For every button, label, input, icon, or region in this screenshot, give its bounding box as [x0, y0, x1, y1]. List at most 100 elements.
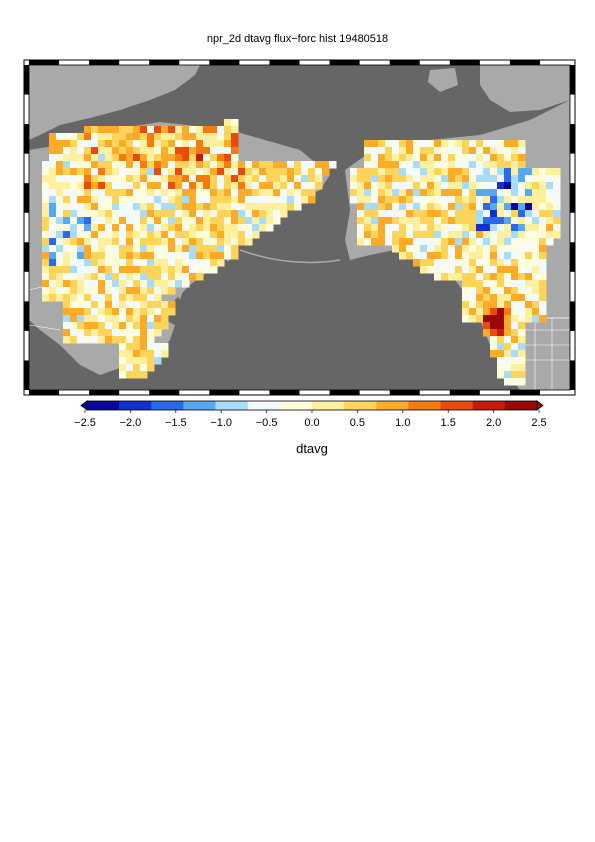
- anomaly-cell: [161, 231, 169, 239]
- anomaly-cell: [224, 196, 232, 204]
- anomaly-cell: [427, 140, 435, 148]
- anomaly-cell: [553, 231, 561, 239]
- anomaly-cell: [84, 287, 92, 295]
- anomaly-cell: [371, 231, 379, 239]
- anomaly-cell: [126, 133, 134, 141]
- anomaly-cell: [483, 322, 491, 330]
- anomaly-cell: [518, 259, 526, 267]
- anomaly-cell: [385, 147, 393, 155]
- anomaly-cell: [406, 196, 414, 204]
- anomaly-cell: [224, 189, 232, 197]
- anomaly-cell: [154, 189, 162, 197]
- anomaly-cell: [469, 266, 477, 274]
- anomaly-cell: [175, 196, 183, 204]
- anomaly-cell: [91, 308, 99, 316]
- anomaly-cell: [469, 189, 477, 197]
- anomaly-cell: [210, 196, 218, 204]
- anomaly-cell: [469, 231, 477, 239]
- anomaly-cell: [546, 175, 554, 183]
- anomaly-cell: [462, 154, 470, 162]
- anomaly-cell: [56, 294, 64, 302]
- anomaly-cell: [77, 210, 85, 218]
- anomaly-cell: [497, 182, 505, 190]
- anomaly-cell: [119, 210, 127, 218]
- anomaly-cell: [154, 266, 162, 274]
- anomaly-cell: [399, 238, 407, 246]
- anomaly-cell: [378, 175, 386, 183]
- anomaly-cell: [112, 280, 120, 288]
- anomaly-cell: [63, 175, 71, 183]
- anomaly-cell: [147, 273, 155, 281]
- anomaly-cell: [497, 252, 505, 260]
- anomaly-cell: [161, 168, 169, 176]
- anomaly-cell: [539, 259, 547, 267]
- anomaly-cell: [154, 182, 162, 190]
- anomaly-cell: [140, 357, 148, 365]
- anomaly-cell: [455, 238, 463, 246]
- anomaly-cell: [112, 133, 120, 141]
- anomaly-cell: [49, 287, 57, 295]
- anomaly-cell: [518, 238, 526, 246]
- anomaly-cell: [168, 203, 176, 211]
- anomaly-cell: [224, 238, 232, 246]
- anomaly-cell: [392, 182, 400, 190]
- anomaly-cell: [490, 147, 498, 155]
- anomaly-cell: [399, 231, 407, 239]
- anomaly-cell: [462, 196, 470, 204]
- anomaly-cell: [105, 259, 113, 267]
- anomaly-cell: [287, 168, 295, 176]
- anomaly-cell: [196, 140, 204, 148]
- anomaly-cell: [112, 287, 120, 295]
- anomaly-cell: [392, 238, 400, 246]
- anomaly-cell: [175, 126, 183, 134]
- anomaly-cell: [483, 147, 491, 155]
- anomaly-cell: [518, 168, 526, 176]
- anomaly-cell: [434, 266, 442, 274]
- anomaly-cell: [455, 196, 463, 204]
- anomaly-cell: [133, 182, 141, 190]
- anomaly-cell: [231, 154, 239, 162]
- anomaly-cell: [126, 301, 134, 309]
- anomaly-cell: [518, 231, 526, 239]
- anomaly-cell: [119, 238, 127, 246]
- anomaly-cell: [105, 329, 113, 337]
- anomaly-cell: [532, 294, 540, 302]
- anomaly-cell: [280, 161, 288, 169]
- anomaly-cell: [189, 133, 197, 141]
- anomaly-cell: [126, 259, 134, 267]
- anomaly-cell: [84, 210, 92, 218]
- anomaly-cell: [210, 238, 218, 246]
- anomaly-cell: [105, 280, 113, 288]
- anomaly-cell: [63, 266, 71, 274]
- anomaly-cell: [84, 140, 92, 148]
- anomaly-cell: [168, 301, 176, 309]
- anomaly-cell: [168, 168, 176, 176]
- anomaly-cell: [483, 217, 491, 225]
- anomaly-cell: [161, 203, 169, 211]
- anomaly-cell: [490, 168, 498, 176]
- anomaly-cell: [224, 252, 232, 260]
- anomaly-cell: [469, 294, 477, 302]
- anomaly-cell: [119, 252, 127, 260]
- anomaly-cell: [203, 154, 211, 162]
- anomaly-cell: [546, 203, 554, 211]
- anomaly-cell: [371, 140, 379, 148]
- anomaly-cell: [154, 280, 162, 288]
- anomaly-cell: [77, 238, 85, 246]
- anomaly-cell: [392, 203, 400, 211]
- anomaly-cell: [364, 147, 372, 155]
- anomaly-cell: [133, 273, 141, 281]
- anomaly-cell: [182, 238, 190, 246]
- anomaly-cell: [182, 133, 190, 141]
- anomaly-cell: [532, 273, 540, 281]
- anomaly-cell: [476, 294, 484, 302]
- anomaly-cell: [112, 203, 120, 211]
- anomaly-cell: [168, 273, 176, 281]
- anomaly-cell: [98, 301, 106, 309]
- anomaly-cell: [231, 161, 239, 169]
- anomaly-cell: [42, 182, 50, 190]
- anomaly-cell: [154, 231, 162, 239]
- anomaly-cell: [70, 210, 78, 218]
